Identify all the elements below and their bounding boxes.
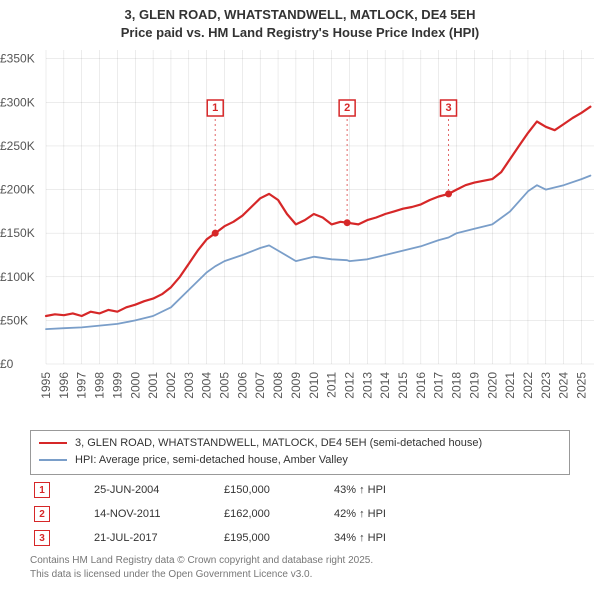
svg-text:2013: 2013 [360,372,374,399]
svg-text:1995: 1995 [39,372,53,399]
event-price: £195,000 [224,532,334,544]
svg-text:2020: 2020 [485,372,499,399]
legend-label: HPI: Average price, semi-detached house,… [75,452,348,469]
svg-text:1996: 1996 [57,372,71,399]
svg-text:2022: 2022 [521,372,535,399]
svg-text:£300K: £300K [0,95,35,109]
event-delta: 42% ↑ HPI [334,508,570,520]
svg-text:2025: 2025 [575,372,589,399]
event-date: 14-NOV-2011 [94,508,224,520]
svg-text:£350K: £350K [0,52,35,66]
svg-text:2024: 2024 [557,372,571,399]
svg-text:1: 1 [212,102,218,114]
event-delta: 34% ↑ HPI [334,532,570,544]
events-table: 1 25-JUN-2004 £150,000 43% ↑ HPI 2 14-NO… [30,478,570,550]
svg-text:2009: 2009 [289,372,303,399]
event-delta: 43% ↑ HPI [334,484,570,496]
svg-text:£0: £0 [0,357,14,371]
event-price: £162,000 [224,508,334,520]
svg-text:1997: 1997 [75,372,89,399]
event-date: 25-JUN-2004 [94,484,224,496]
legend-label: 3, GLEN ROAD, WHATSTANDWELL, MATLOCK, DE… [75,435,482,452]
svg-text:2021: 2021 [503,372,517,399]
event-date: 21-JUL-2017 [94,532,224,544]
footer-line-1: Contains HM Land Registry data © Crown c… [30,554,570,568]
svg-text:£200K: £200K [0,183,35,197]
svg-text:2019: 2019 [467,372,481,399]
svg-text:2017: 2017 [432,372,446,399]
svg-text:2005: 2005 [218,372,232,399]
svg-text:2002: 2002 [164,372,178,399]
svg-text:2008: 2008 [271,372,285,399]
footer-note: Contains HM Land Registry data © Crown c… [30,554,570,581]
svg-text:2010: 2010 [307,372,321,399]
svg-text:2016: 2016 [414,372,428,399]
svg-text:1998: 1998 [93,372,107,399]
svg-text:2001: 2001 [146,372,160,399]
event-price: £150,000 [224,484,334,496]
svg-text:2018: 2018 [450,372,464,399]
svg-text:£150K: £150K [0,226,35,240]
svg-text:£250K: £250K [0,139,35,153]
svg-text:2007: 2007 [253,372,267,399]
event-row: 2 14-NOV-2011 £162,000 42% ↑ HPI [30,502,570,526]
event-badge: 3 [34,530,50,546]
svg-text:2006: 2006 [235,372,249,399]
legend: 3, GLEN ROAD, WHATSTANDWELL, MATLOCK, DE… [30,430,570,475]
legend-swatch [39,442,67,444]
line-chart-svg: £0 £50K £100K £150K £200K £250K £300K £350K 1995… [0,44,600,424]
svg-text:2023: 2023 [539,372,553,399]
svg-text:£50K: £50K [0,313,28,327]
title-block: 3, GLEN ROAD, WHATSTANDWELL, MATLOCK, DE… [0,0,600,41]
svg-text:2003: 2003 [182,372,196,399]
chart-area: £0 £50K £100K £150K £200K £250K £300K £350K 1995… [0,44,600,424]
legend-swatch [39,459,67,461]
title-line-2: Price paid vs. HM Land Registry's House … [0,24,600,42]
svg-text:2: 2 [344,102,350,114]
chart-container: 3, GLEN ROAD, WHATSTANDWELL, MATLOCK, DE… [0,0,600,590]
svg-text:2011: 2011 [325,372,339,398]
svg-text:2000: 2000 [128,372,142,399]
event-badge: 2 [34,506,50,522]
event-row: 3 21-JUL-2017 £195,000 34% ↑ HPI [30,526,570,550]
svg-text:2004: 2004 [200,372,214,399]
legend-row: 3, GLEN ROAD, WHATSTANDWELL, MATLOCK, DE… [39,435,561,452]
svg-text:2012: 2012 [342,372,356,399]
event-badge: 1 [34,482,50,498]
svg-text:1999: 1999 [110,372,124,399]
svg-text:2014: 2014 [378,372,392,399]
footer-line-2: This data is licensed under the Open Gov… [30,568,570,582]
svg-text:3: 3 [445,102,451,114]
event-row: 1 25-JUN-2004 £150,000 43% ↑ HPI [30,478,570,502]
legend-row: HPI: Average price, semi-detached house,… [39,452,561,469]
svg-text:£100K: £100K [0,270,35,284]
title-line-1: 3, GLEN ROAD, WHATSTANDWELL, MATLOCK, DE… [0,6,600,24]
svg-text:2015: 2015 [396,372,410,399]
